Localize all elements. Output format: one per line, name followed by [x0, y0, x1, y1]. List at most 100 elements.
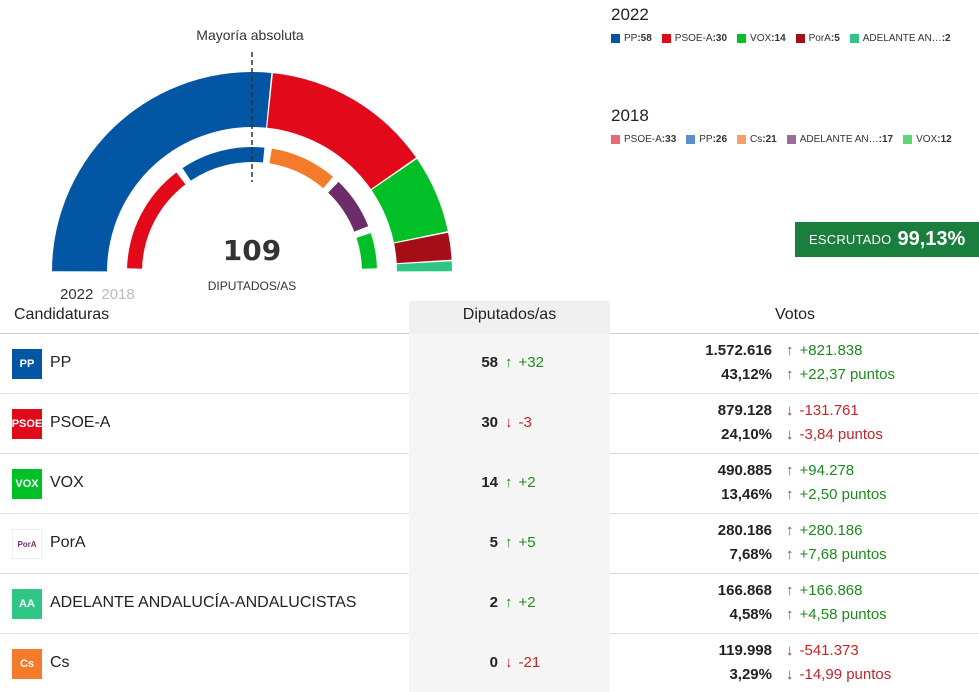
seats-column-bg — [409, 334, 610, 394]
results-table: Candidaturas Diputados/as Votos PP PP 58… — [0, 301, 979, 692]
seats-value: 14 — [481, 474, 498, 491]
legend-seats: :17 — [878, 134, 894, 145]
arc-cs[interactable] — [269, 148, 334, 189]
legend-swatch — [661, 34, 671, 43]
legend-item: PSOE-A:30 — [661, 33, 728, 44]
escrutado-value: 99,13% — [897, 228, 966, 250]
seats-diff: ↑ +2 — [505, 474, 536, 491]
seats-column-bg — [409, 574, 610, 634]
arrow-up-icon: ↑ — [786, 546, 794, 563]
arc-psoe-a[interactable] — [127, 172, 186, 269]
seats-column-bg — [409, 394, 610, 454]
pct-value: 43,12% — [721, 366, 772, 383]
arrow-up-icon: ↑ — [505, 534, 513, 551]
votes-diff: ↑ +94.278 — [786, 462, 855, 479]
table-row: PP PP 58 ↑ +32 1.572.616 ↑ +821.838 43,12%… — [0, 334, 979, 394]
party-name: PSOE-A — [50, 414, 111, 431]
escrutado-badge: ESCRUTADO 99,13% — [795, 222, 979, 257]
arrow-up-icon: ↑ — [505, 594, 513, 611]
legend-seats: :26 — [712, 134, 728, 145]
arc-vox[interactable] — [371, 158, 448, 243]
arc-pp[interactable] — [52, 71, 272, 272]
arc-pp[interactable] — [182, 147, 265, 181]
seats-value: 58 — [481, 354, 498, 371]
escrutado-label: ESCRUTADO — [809, 232, 892, 247]
arrow-down-icon: ↓ — [786, 666, 794, 683]
legend-seats: :30 — [712, 33, 728, 44]
legend-swatch — [903, 135, 913, 144]
legend-swatch — [686, 135, 696, 144]
table-row: Cs Cs 0 ↓ -21 119.998 ↓ -541.373 3,29% ↓ -1… — [0, 634, 979, 692]
arrow-up-icon: ↑ — [505, 474, 513, 491]
arc-vox[interactable] — [356, 233, 377, 269]
arrow-up-icon: ↑ — [786, 582, 794, 599]
legend-item: ADELANTE AN… :17 — [786, 134, 894, 145]
party-logo-icon: Cs — [12, 649, 42, 679]
arrow-down-icon: ↓ — [505, 414, 513, 431]
party-logo-icon: VOX — [12, 469, 42, 499]
legend-2018: 2018 PSOE-A:33 PP:26 Cs:21 ADELANTE AN… :17… — [611, 106, 971, 145]
tab-2022[interactable]: 2022 — [60, 286, 94, 303]
legend-party: Cs — [750, 134, 763, 145]
pct-diff: ↑ +7,68 puntos — [786, 546, 887, 563]
arrow-up-icon: ↑ — [786, 606, 794, 623]
pct-diff: ↑ +22,37 puntos — [786, 366, 896, 383]
hemicycle-chart: Mayoría absoluta 109 DIPUTADOS/AS — [52, 27, 452, 293]
arc-pora[interactable] — [394, 232, 452, 264]
votes-value: 879.128 — [717, 402, 772, 419]
votes-diff: ↑ +821.838 — [786, 342, 863, 359]
legend-item: VOX:14 — [737, 33, 786, 44]
year-tabs: 2022 2018 — [60, 286, 135, 303]
votes-diff: ↓ -541.373 — [786, 642, 859, 659]
table-row: VOX VOX 14 ↑ +2 490.885 ↑ +94.278 13,46% ↑… — [0, 454, 979, 514]
arc-psoe-a[interactable] — [267, 73, 417, 190]
party-name: ADELANTE ANDALUCÍA-ANDALUCISTAS — [50, 594, 357, 611]
arc-adelante-an[interactable] — [328, 181, 369, 232]
legend-seats: :12 — [937, 134, 952, 145]
arrow-down-icon: ↓ — [786, 642, 794, 659]
legend-item: PP:58 — [611, 33, 652, 44]
header-seats: Diputados/as — [409, 301, 610, 334]
seats-diff: ↑ +5 — [505, 534, 536, 551]
table-row: AA ADELANTE ANDALUCÍA-ANDALUCISTAS 2 ↑ +2… — [0, 574, 979, 634]
legend-2022: 2022 PP:58 PSOE-A:30 VOX:14 PorA:5 ADELANTE … — [611, 5, 971, 44]
seats-value: 0 — [489, 654, 498, 671]
legend-swatch — [795, 34, 805, 43]
legend-party: VOX — [916, 134, 938, 145]
legend-party: PP — [699, 134, 713, 145]
tab-2018[interactable]: 2018 — [101, 286, 135, 303]
arrow-up-icon: ↑ — [505, 354, 513, 371]
legend-year: 2022 — [611, 5, 649, 24]
legend-party: PorA — [808, 33, 831, 44]
legend-swatch — [849, 34, 859, 43]
party-logo-icon: AA — [12, 589, 42, 619]
legend-swatch — [786, 135, 796, 144]
header-votes: Votos — [774, 306, 816, 323]
pct-diff: ↑ +4,58 puntos — [786, 606, 887, 623]
legend-item: ADELANTE AN… :2 — [849, 33, 951, 44]
arrow-up-icon: ↑ — [786, 342, 794, 359]
majority-label: Mayoría absoluta — [196, 27, 304, 43]
pct-value: 24,10% — [721, 426, 772, 443]
table-row: PorA PorA 5 ↑ +5 280.186 ↑ +280.186 7,68% … — [0, 514, 979, 574]
inner-arcs-2018 — [127, 147, 377, 269]
party-name: PorA — [50, 534, 86, 551]
legend-seats: :33 — [661, 134, 677, 145]
arrow-down-icon: ↓ — [505, 654, 513, 671]
arc-adelante-an[interactable] — [396, 261, 452, 272]
votes-value: 280.186 — [717, 522, 772, 539]
party-name: Cs — [50, 654, 70, 671]
seats-diff: ↓ -21 — [505, 654, 541, 671]
seats-column-bg — [409, 514, 610, 574]
header-party: Candidaturas — [14, 306, 110, 323]
votes-value: 490.885 — [717, 462, 772, 479]
pct-diff: ↓ -14,99 puntos — [786, 666, 892, 683]
votes-diff: ↑ +280.186 — [786, 522, 863, 539]
legend-seats: :5 — [830, 33, 840, 44]
legend-seats: :21 — [762, 134, 777, 145]
votes-diff: ↓ -131.761 — [786, 402, 859, 419]
table-row: PSOE PSOE-A 30 ↓ -3 879.128 ↓ -131.761 24,… — [0, 394, 979, 454]
legend-party: VOX — [750, 33, 772, 44]
arrow-up-icon: ↑ — [786, 486, 794, 503]
legend-year: 2018 — [611, 106, 649, 125]
